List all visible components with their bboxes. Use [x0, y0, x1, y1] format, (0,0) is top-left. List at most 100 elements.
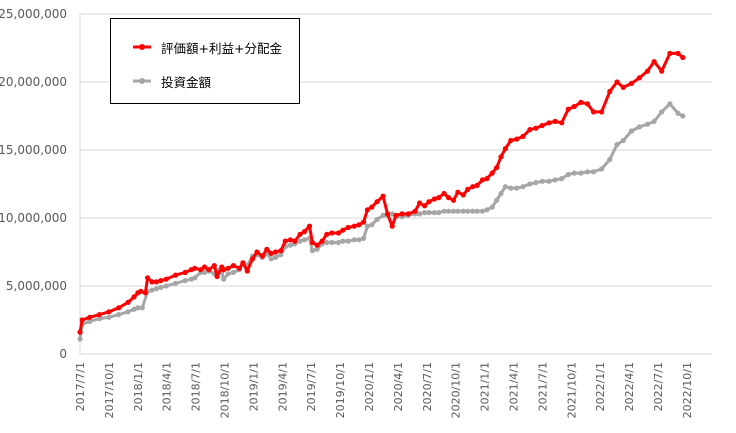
x-tick-label: 2019/1/1: [247, 362, 260, 411]
data-point: [426, 210, 431, 215]
data-point: [470, 184, 475, 189]
data-point: [269, 256, 274, 261]
data-point: [514, 137, 519, 142]
data-point: [390, 224, 395, 229]
data-point: [329, 240, 334, 245]
x-tick-label: 2019/7/1: [305, 362, 318, 411]
data-point: [553, 119, 558, 124]
data-point: [527, 181, 532, 186]
x-tick-label: 2018/10/1: [218, 362, 231, 418]
data-point: [138, 289, 143, 294]
data-point: [675, 51, 680, 56]
data-point: [520, 134, 525, 139]
data-point: [375, 199, 380, 204]
y-tick-label: 10,000,000: [0, 211, 67, 225]
x-tick-label: 2020/7/1: [421, 362, 434, 411]
data-point: [422, 203, 427, 208]
data-point: [591, 109, 596, 114]
legend-swatch-value: [111, 37, 153, 57]
data-point: [336, 230, 341, 235]
legend: 評価額+利益+分配金 投資金額: [110, 18, 300, 104]
data-point: [292, 239, 297, 244]
data-point: [659, 109, 664, 114]
x-tick-label: 2022/4/1: [623, 362, 636, 411]
data-point: [231, 263, 236, 268]
data-point: [455, 209, 460, 214]
data-point: [446, 195, 451, 200]
data-point: [310, 248, 315, 253]
data-point: [302, 237, 307, 242]
y-tick-label: 5,000,000: [6, 279, 67, 293]
data-point: [212, 263, 217, 268]
x-tick-label: 2019/4/1: [276, 362, 289, 411]
data-point: [540, 123, 545, 128]
data-point: [231, 270, 236, 275]
x-axis-tick-labels: 2017/7/1 2017/10/1 2018/1/1 2018/4/1 2018/7/…: [74, 362, 694, 418]
data-point: [533, 180, 538, 185]
legend-label-investment: 投資金額: [161, 72, 211, 91]
data-point: [240, 260, 245, 265]
data-point: [436, 195, 441, 200]
data-point: [503, 146, 508, 151]
data-point: [126, 309, 131, 314]
data-point: [508, 138, 513, 143]
data-point: [192, 275, 197, 280]
data-point: [659, 69, 664, 74]
y-tick-label: 15,000,000: [0, 143, 67, 157]
data-point: [369, 222, 374, 227]
data-point: [206, 267, 211, 272]
data-point: [361, 220, 366, 225]
data-point: [126, 300, 131, 305]
data-point: [87, 315, 92, 320]
data-point: [340, 228, 345, 233]
data-point: [645, 122, 650, 127]
data-point: [629, 81, 634, 86]
data-point: [145, 275, 150, 280]
data-point: [572, 171, 577, 176]
x-tick-label: 2021/4/1: [507, 362, 520, 411]
x-tick-label: 2021/1/1: [479, 362, 492, 411]
data-point: [361, 236, 366, 241]
legend-label-value: 評価額+利益+分配金: [161, 38, 282, 57]
data-point: [585, 101, 590, 106]
data-point: [553, 177, 558, 182]
data-point: [283, 239, 288, 244]
data-point: [106, 309, 111, 314]
data-point: [527, 127, 532, 132]
data-point: [417, 200, 422, 205]
data-point: [183, 270, 188, 275]
data-point: [614, 79, 619, 84]
data-point: [566, 172, 571, 177]
data-point: [614, 142, 619, 147]
x-tick-label: 2021/10/1: [565, 362, 578, 418]
data-point: [352, 237, 357, 242]
data-point: [572, 104, 577, 109]
data-point: [442, 191, 447, 196]
data-point: [298, 232, 303, 237]
data-point: [288, 243, 293, 248]
y-axis-tick-labels: 05,000,00010,000,00015,000,00020,000,000…: [0, 7, 67, 361]
data-point: [158, 278, 163, 283]
x-tick-label: 2020/1/1: [363, 362, 376, 411]
data-point: [202, 264, 207, 269]
data-point: [490, 171, 495, 176]
data-point: [164, 283, 169, 288]
data-point: [578, 100, 583, 105]
data-point: [164, 277, 169, 282]
data-point: [356, 222, 361, 227]
x-tick-label: 2020/10/1: [450, 362, 463, 418]
legend-item-value: 評価額+利益+分配金: [111, 37, 282, 57]
data-point: [250, 256, 255, 261]
data-point: [585, 169, 590, 174]
data-point: [365, 207, 370, 212]
data-point: [547, 120, 552, 125]
data-point: [547, 179, 552, 184]
data-point: [307, 224, 312, 229]
data-point: [288, 237, 293, 242]
data-point: [680, 113, 685, 118]
data-point: [490, 205, 495, 210]
data-point: [621, 138, 626, 143]
data-point: [533, 126, 538, 131]
data-point: [154, 286, 159, 291]
